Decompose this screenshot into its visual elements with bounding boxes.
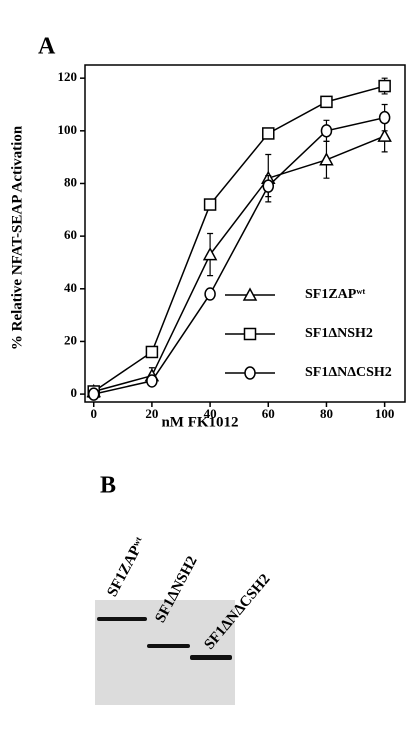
marker: [380, 112, 390, 124]
marker: [321, 96, 332, 107]
marker: [263, 128, 274, 139]
x-tick-label: 60: [262, 406, 275, 421]
legend-label: SF1ZAPʷᵗ: [305, 287, 365, 302]
y-tick-label: 60: [64, 227, 77, 242]
x-tick-label: 40: [204, 406, 217, 421]
legend-marker: [245, 329, 256, 340]
marker: [147, 375, 157, 387]
marker: [146, 346, 157, 357]
series-line: [94, 118, 385, 394]
x-axis-label: nM FK1012: [161, 414, 238, 430]
legend-label: SF1ΔNΔCSH2: [305, 365, 392, 380]
page: A nM FK1012 % Relative NFAT-SEAP Activat…: [0, 0, 418, 731]
x-tick-label: 20: [145, 406, 158, 421]
marker: [321, 125, 331, 137]
y-tick-label: 0: [71, 385, 78, 400]
y-tick-label: 20: [64, 332, 77, 347]
marker: [379, 130, 391, 141]
lane-label: SF1ZAPʷᵗ: [104, 534, 149, 599]
legend-marker: [245, 367, 255, 379]
marker: [379, 81, 390, 92]
x-tick-label: 80: [320, 406, 333, 421]
x-tick-label: 100: [375, 406, 395, 421]
blot-band: [190, 655, 232, 660]
blot-band: [97, 617, 147, 621]
y-tick-label: 120: [58, 69, 78, 84]
x-tick-label: 0: [90, 406, 97, 421]
y-tick-label: 100: [58, 122, 78, 137]
marker: [320, 154, 332, 165]
blot-band: [147, 644, 190, 648]
marker: [263, 180, 273, 192]
plot-frame: [85, 65, 405, 402]
panel-label: B: [100, 473, 116, 499]
marker: [89, 388, 99, 400]
y-axis-label: % Relative NFAT-SEAP Activation: [9, 125, 25, 350]
legend-label: SF1ΔNSH2: [305, 326, 373, 341]
series-line: [94, 136, 385, 391]
y-tick-label: 80: [64, 174, 77, 189]
marker: [205, 199, 216, 210]
figure: A nM FK1012 % Relative NFAT-SEAP Activat…: [0, 0, 418, 731]
y-tick-label: 40: [64, 280, 77, 295]
panel-label: A: [38, 34, 56, 60]
marker: [205, 288, 215, 300]
